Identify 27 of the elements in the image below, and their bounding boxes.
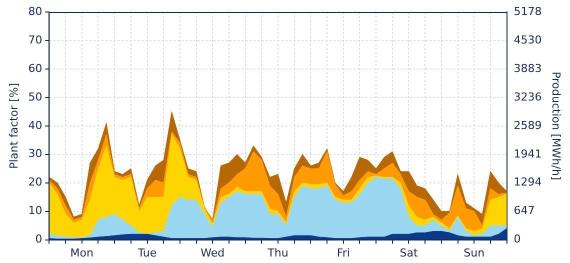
y2-tick-label: 3883 <box>514 62 542 75</box>
y2-tick-label: 0 <box>514 232 521 246</box>
y-tick-label: 50 <box>28 90 42 104</box>
x-tick-label: Fri <box>336 246 350 260</box>
y-tick-label: 60 <box>28 62 42 75</box>
x-tick-label: Wed <box>200 246 225 260</box>
y-tick-label: 0 <box>35 232 42 246</box>
y2-tick-label: 1941 <box>514 147 542 160</box>
y-tick-label: 40 <box>28 118 42 132</box>
x-tick-label: Mon <box>70 246 94 260</box>
x-tick-label: Tue <box>136 246 157 260</box>
y-tick-label: 20 <box>28 176 42 189</box>
y2-tick-label: 5178 <box>514 4 542 18</box>
y-tick-label: 80 <box>28 4 42 18</box>
x-tick-label: Thu <box>266 246 288 260</box>
y2-tick-label: 1294 <box>514 176 542 189</box>
y2-tick-label: 2589 <box>514 118 542 132</box>
y2-tick-label: 4530 <box>514 33 542 46</box>
y2-tick-label: 3236 <box>514 90 542 104</box>
y-tick-label: 10 <box>28 204 42 218</box>
y2-tick-label: 647 <box>514 204 535 218</box>
x-tick-label: Sat <box>400 246 418 260</box>
y-tick-label: 30 <box>28 147 42 160</box>
y2-axis-title: Production [MWh/h] <box>550 72 563 180</box>
x-tick-label: Sun <box>464 246 485 260</box>
y-tick-label: 70 <box>28 33 42 46</box>
y-axis-title: Plant factor [%] <box>7 82 20 169</box>
